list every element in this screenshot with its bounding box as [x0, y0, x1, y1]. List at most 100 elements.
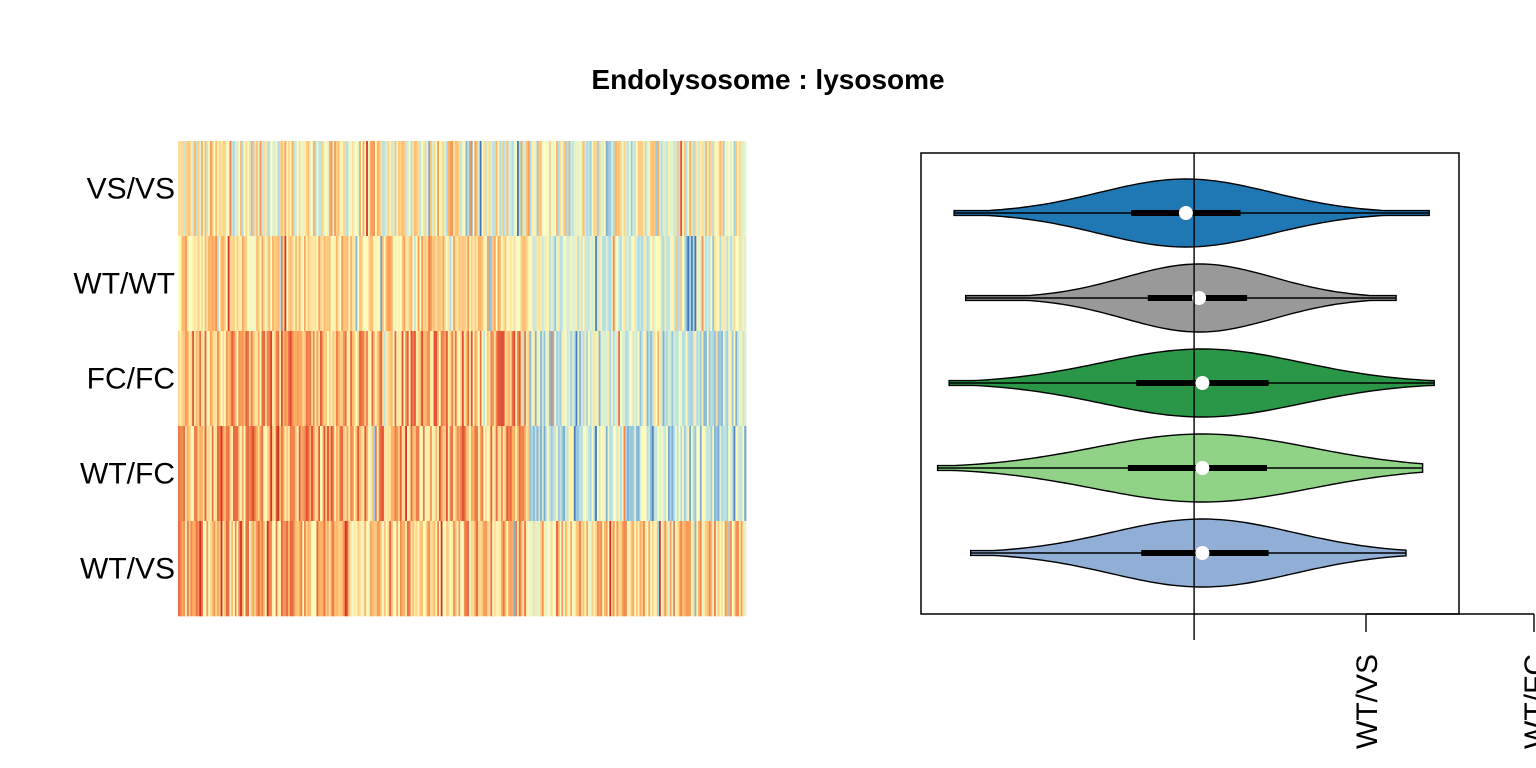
- heatmap-cell: [296, 236, 300, 332]
- heatmap-cell: [330, 236, 333, 332]
- heatmap-cell: [635, 236, 639, 332]
- heatmap-cell: [458, 236, 461, 332]
- heatmap-cell: [559, 236, 562, 332]
- heatmap-cell: [355, 141, 358, 237]
- heatmap-cell: [197, 141, 200, 237]
- heatmap-cell: [611, 426, 614, 522]
- heatmap-cell: [453, 426, 456, 522]
- heatmap-cell: [554, 141, 557, 237]
- heatmap-cell: [234, 236, 237, 332]
- heatmap-cell: [669, 521, 672, 617]
- heatmap-cell: [353, 141, 356, 237]
- heatmap-cell: [533, 141, 536, 237]
- heatmap-cell: [247, 521, 250, 617]
- heatmap-cell: [261, 521, 264, 617]
- heatmap-cell: [353, 426, 356, 522]
- heatmap-cell: [639, 331, 642, 427]
- heatmap-cell: [399, 236, 403, 332]
- heatmap-cell: [508, 426, 511, 522]
- heatmap-cell: [406, 331, 410, 427]
- chart-title: Endolysosome : lysosome: [591, 64, 944, 95]
- heatmap-cell: [580, 426, 584, 522]
- heatmap-cell: [312, 141, 316, 237]
- heatmap-cell: [375, 426, 378, 522]
- heatmap-cell: [314, 426, 317, 522]
- heatmap-cell: [263, 426, 266, 522]
- heatmap-cell: [346, 521, 349, 617]
- heatmap-row-label: WT/FC: [80, 458, 175, 491]
- heatmap-cell: [419, 236, 422, 332]
- heatmap-cell: [178, 521, 181, 617]
- heatmap-cell: [467, 236, 470, 332]
- heatmap-cell: [454, 141, 458, 237]
- heatmap-cell: [257, 331, 261, 427]
- heatmap-cell: [738, 426, 742, 522]
- heatmap-cell: [479, 426, 482, 522]
- heatmap-cell: [357, 236, 360, 332]
- heatmap-cell: [692, 426, 695, 522]
- heatmap-cell: [728, 426, 731, 522]
- heatmap-cell: [284, 521, 287, 617]
- heatmap-cell: [199, 521, 202, 617]
- heatmap-cell: [348, 426, 351, 522]
- heatmap-cell: [651, 236, 655, 332]
- heatmap-cell: [714, 521, 717, 617]
- heatmap-cell: [275, 521, 278, 617]
- heatmap-cell: [548, 521, 552, 617]
- heatmap-cell: [346, 426, 349, 522]
- heatmap-cell: [321, 141, 324, 237]
- heatmap-cell: [639, 141, 642, 237]
- heatmap-cell: [547, 236, 550, 332]
- heatmap-cell: [337, 521, 340, 617]
- heatmap-cell: [273, 331, 277, 427]
- heatmap-cell: [341, 141, 344, 237]
- heatmap-cell: [211, 141, 214, 237]
- heatmap-cell: [225, 426, 229, 522]
- heatmap-cell: [359, 141, 362, 237]
- heatmap-cell: [190, 426, 193, 522]
- heatmap-cell: [394, 426, 397, 522]
- heatmap-cell: [325, 521, 328, 617]
- heatmap-cell: [708, 426, 711, 522]
- heatmap-cell: [343, 141, 346, 237]
- heatmap-cell: [275, 141, 278, 237]
- heatmap-cell: [726, 331, 729, 427]
- heatmap-cell: [680, 236, 683, 332]
- heatmap-cell: [559, 426, 562, 522]
- heatmap-cell: [449, 521, 452, 617]
- heatmap-cell: [545, 331, 548, 427]
- heatmap-row-label: WT/VS: [80, 553, 175, 586]
- heatmap-cell: [410, 521, 413, 617]
- heatmap-cell: [204, 236, 207, 332]
- heatmap-cell: [557, 426, 561, 522]
- heatmap-cell: [719, 521, 722, 617]
- heatmap-cell: [222, 426, 225, 522]
- heatmap-cell: [222, 331, 225, 427]
- heatmap-cell: [220, 141, 223, 237]
- heatmap-cell: [328, 236, 332, 332]
- heatmap-cell: [682, 426, 685, 522]
- heatmap-cell: [437, 141, 440, 237]
- heatmap-cell: [284, 141, 287, 237]
- heatmap-cell: [692, 236, 695, 332]
- heatmap-cell: [245, 331, 248, 427]
- heatmap-cell: [703, 141, 706, 237]
- heatmap-cell: [561, 426, 564, 522]
- heatmap-cell: [387, 141, 390, 237]
- heatmap-cell: [575, 331, 578, 427]
- heatmap-cell: [650, 426, 653, 522]
- heatmap-cell: [279, 521, 282, 617]
- heatmap-cell: [183, 426, 186, 522]
- heatmap-cell: [449, 141, 452, 237]
- heatmap-cell: [618, 521, 621, 617]
- heatmap-cell: [371, 426, 374, 522]
- heatmap-cell: [249, 331, 252, 427]
- heatmap-cell: [737, 331, 740, 427]
- heatmap-cell: [444, 331, 447, 427]
- heatmap-cell: [215, 141, 218, 237]
- heatmap-cell: [266, 331, 269, 427]
- heatmap-cell: [520, 521, 523, 617]
- heatmap-cell: [673, 521, 676, 617]
- heatmap-cell: [188, 141, 191, 237]
- heatmap-cell: [485, 521, 488, 617]
